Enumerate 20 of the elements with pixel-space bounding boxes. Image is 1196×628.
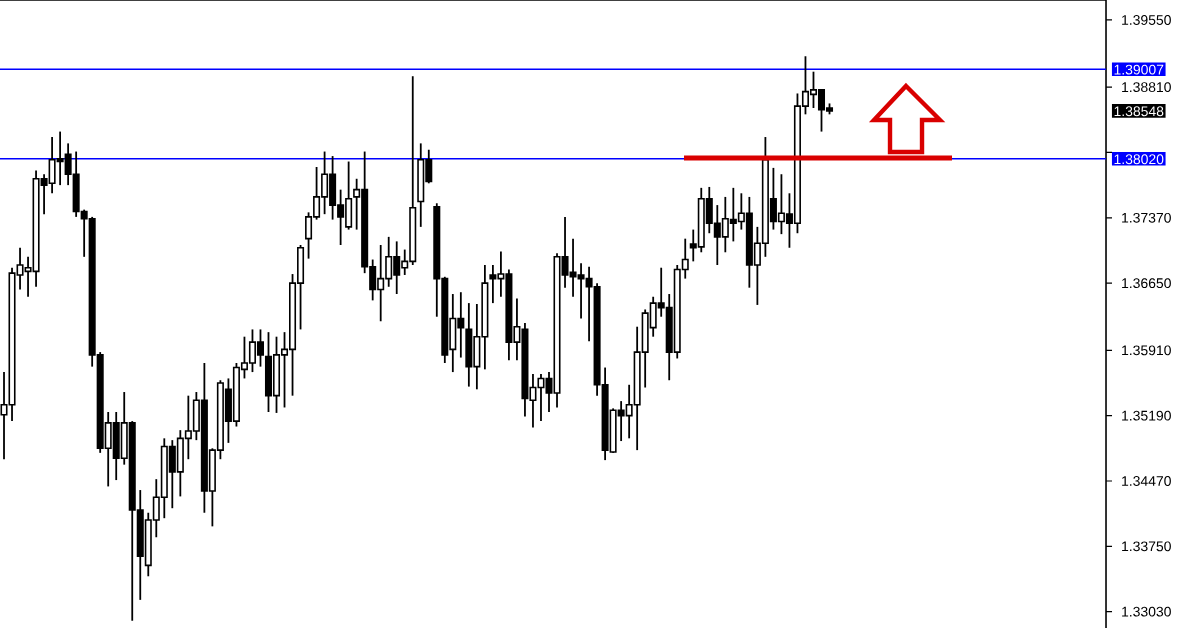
candlestick xyxy=(48,136,56,195)
candlestick xyxy=(393,240,401,295)
candlestick xyxy=(168,439,176,510)
candlestick xyxy=(721,196,729,254)
candlestick xyxy=(537,372,545,422)
candlestick xyxy=(377,244,385,323)
candlestick xyxy=(329,155,337,221)
candlestick xyxy=(112,411,120,481)
candlestick xyxy=(809,70,817,109)
candlestick xyxy=(817,88,826,133)
candlestick xyxy=(729,186,737,243)
candlestick xyxy=(713,204,721,266)
candlestick xyxy=(248,328,256,373)
candlestick xyxy=(56,130,64,187)
candlestick xyxy=(321,150,329,216)
candlestick xyxy=(272,335,281,414)
candlestick xyxy=(457,291,465,359)
candlestick xyxy=(777,173,785,236)
candlestick xyxy=(256,328,264,368)
candlestick xyxy=(264,331,273,413)
